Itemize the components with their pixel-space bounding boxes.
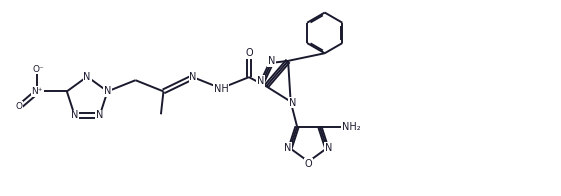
Text: N: N (257, 76, 264, 86)
Text: O: O (305, 159, 312, 169)
Text: NH₂: NH₂ (342, 122, 361, 132)
Text: N: N (189, 72, 197, 82)
Text: N: N (84, 72, 91, 82)
Text: N: N (289, 98, 296, 108)
Text: N: N (325, 143, 333, 153)
Text: N: N (284, 143, 292, 153)
Text: O⁻: O⁻ (33, 64, 44, 74)
Text: O: O (16, 102, 22, 111)
Text: N⁺: N⁺ (31, 87, 43, 96)
Text: O: O (245, 48, 253, 58)
Text: NH: NH (214, 84, 228, 94)
Text: N: N (96, 110, 103, 120)
Text: N: N (268, 56, 275, 66)
Text: N: N (71, 110, 79, 120)
Text: N: N (104, 86, 111, 96)
